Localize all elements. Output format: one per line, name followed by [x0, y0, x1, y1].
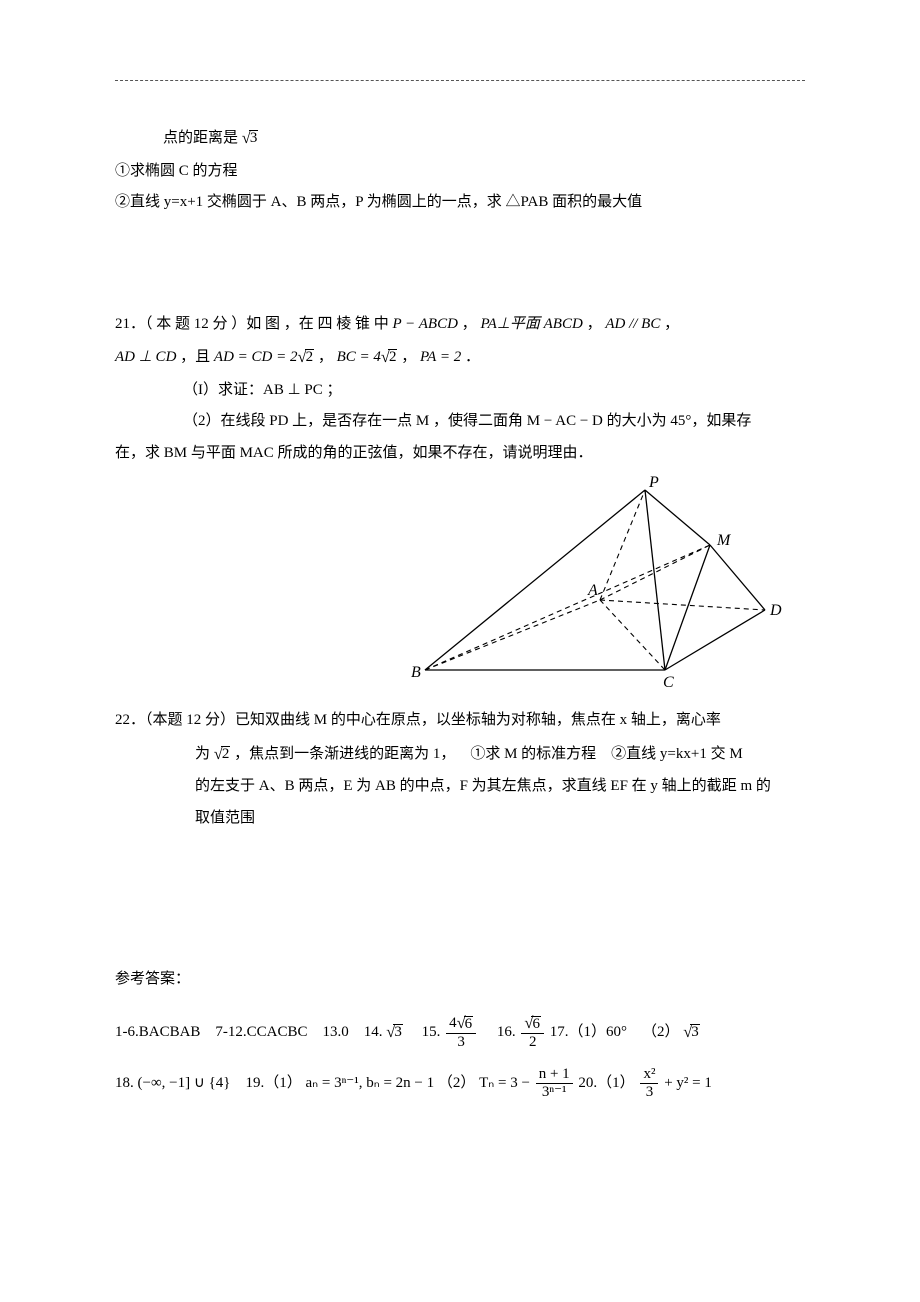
pyramid-figure: P M D C B A: [115, 475, 805, 695]
label-P: P: [648, 475, 659, 491]
ans16-frac: √6 2: [521, 1015, 544, 1050]
q21-part2b: 在，求 BM 与平面 MAC 所成的角的正弦值，如果不存在，请说明理由．: [115, 438, 805, 470]
ans15-frac: 4√6 3: [446, 1015, 476, 1050]
leadin-sub1: ①求椭圆 C 的方程: [115, 156, 805, 188]
q21-part1: （I）求证：AB ⊥ PC ；: [115, 375, 805, 407]
answers-row1: 1-6.BACBAB 7-12.CCACBC 13.0 14. √3 15. 4…: [115, 1006, 805, 1059]
page: 点的距离是 √3 ①求椭圆 C 的方程 ②直线 y=x+1 交椭圆于 A、B 两…: [0, 0, 920, 1302]
sqrt-3: √3: [242, 121, 259, 156]
answers-row2: 18. (−∞, −1] ∪ {4} 19.（1） aₙ = 3ⁿ⁻¹, bₙ …: [115, 1059, 805, 1107]
q21-expr-c: AD // BC: [605, 316, 660, 332]
q22-line1: 22．（本题 12 分）已知双曲线 M 的中心在原点，以坐标轴为对称轴，焦点在 …: [115, 705, 805, 737]
q22-line4: 取值范围: [115, 803, 805, 835]
q22-line2: 为 √2 ，焦点到一条渐进线的距离为 1， ①求 M 的标准方程 ②直线 y=k…: [115, 737, 805, 772]
q22-line3: 的左支于 A、B 两点，E 为 AB 的中点，F 为其左焦点，求直线 EF 在 …: [115, 771, 805, 803]
answers-heading: 参考答案：: [115, 964, 805, 996]
q21-part2a: （2）在线段 PD 上，是否存在一点 M ，使得二面角 M − AC − D 的…: [115, 406, 805, 438]
ans19-1: aₙ = 3ⁿ⁻¹, bₙ = 2n − 1: [305, 1075, 434, 1091]
label-M: M: [716, 532, 732, 549]
label-D: D: [769, 602, 782, 619]
q21-line1: 21．（ 本 题 12 分 ）如 图 ，在 四 棱 锥 中 P − ABCD ，…: [115, 309, 805, 341]
leadin-text: 点的距离是: [163, 130, 238, 146]
leadin-line: 点的距离是 √3: [115, 121, 805, 156]
label-B: B: [411, 664, 421, 681]
q21-expr-a: P − ABCD: [393, 316, 458, 332]
q21-line2: AD ⊥ CD ，且 AD = CD = 2√2 ， BC = 4√2 ， PA…: [115, 340, 805, 375]
label-C: C: [663, 674, 674, 691]
ans19-tn-frac: n + 1 3ⁿ⁻¹: [536, 1067, 573, 1100]
ans20-frac: x² 3: [640, 1067, 658, 1100]
label-A: A: [587, 582, 598, 599]
pyramid-svg: P M D C B A: [405, 475, 785, 695]
top-rule: [115, 80, 805, 81]
leadin-sub2: ②直线 y=x+1 交椭圆于 A、B 两点，P 为椭圆上的一点，求 △PAB 面…: [115, 187, 805, 219]
q21-expr-b: PA⊥平面 ABCD: [480, 316, 582, 332]
q21-prefix: 21．（ 本 题 12 分 ）如 图 ，在 四 棱 锥 中: [115, 316, 393, 332]
